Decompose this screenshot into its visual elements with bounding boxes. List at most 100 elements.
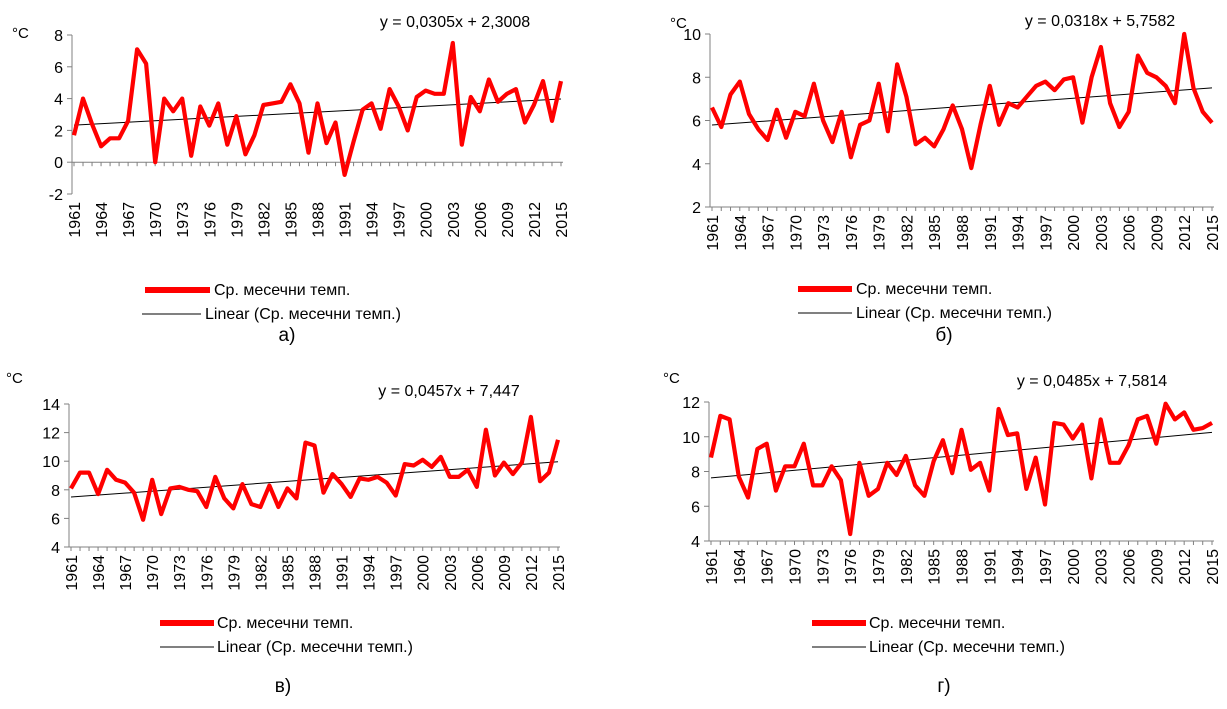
y-tick-label: 8 xyxy=(51,483,60,500)
x-tick-label: 1970 xyxy=(145,555,162,591)
unit-label: °C xyxy=(6,370,23,387)
x-tick-label: 1997 xyxy=(1038,549,1055,585)
legend-trend-label: Linear (Ср. месечни темп.) xyxy=(869,639,1065,656)
legend-trend-label: Linear (Ср. месечни темп.) xyxy=(205,306,401,323)
y-tick-label: 14 xyxy=(42,397,60,414)
y-tick-label: 12 xyxy=(42,426,60,443)
x-tick-label: 1964 xyxy=(732,549,749,585)
x-tick-label: 1985 xyxy=(283,202,300,238)
y-tick-label: 6 xyxy=(54,60,63,77)
y-tick-label: 4 xyxy=(51,540,60,557)
temperature-series-line xyxy=(71,40,564,177)
chart-panel-4: 4 6 8 10 12 1961 1964 1967 1970 1973 1976 1979 1982 1… xyxy=(663,370,1222,697)
x-tick-label: 1967 xyxy=(760,549,777,585)
x-tick-label: 2009 xyxy=(1149,215,1166,251)
x-tick-label: 2006 xyxy=(473,202,490,238)
x-tick-label: 1997 xyxy=(389,555,406,591)
y-tick-label: 4 xyxy=(54,92,63,109)
x-tick-label: 1976 xyxy=(844,215,861,251)
trend-line xyxy=(70,461,559,498)
x-tick-label: 2000 xyxy=(1066,215,1083,251)
y-tick-label: -2 xyxy=(49,187,63,204)
x-tick-label: 1973 xyxy=(815,549,832,585)
x-tick-label: 2012 xyxy=(1177,549,1194,585)
x-tick-label: 2009 xyxy=(500,202,517,238)
y-tick-label: 4 xyxy=(691,534,700,551)
x-tick-label: 1985 xyxy=(927,549,944,585)
x-tick-label: 2003 xyxy=(446,202,463,238)
x-tick-label: 2015 xyxy=(551,555,568,591)
panel-label: а) xyxy=(279,325,296,346)
x-tick-label: 1982 xyxy=(256,202,273,238)
x-tick-label: 1964 xyxy=(94,202,111,238)
legend-trend-label: Linear (Ср. месечни темп.) xyxy=(217,639,413,656)
x-tick-label: 1991 xyxy=(338,202,355,238)
x-tick-label: 1979 xyxy=(872,215,889,251)
y-tick-label: 8 xyxy=(692,70,701,87)
x-tick-label: 1973 xyxy=(172,555,189,591)
y-tick-label: 10 xyxy=(682,430,700,447)
x-tick-label: 2003 xyxy=(443,555,460,591)
x-tick-label: 2012 xyxy=(524,555,541,591)
y-tick-label: 10 xyxy=(42,454,60,471)
unit-label: °C xyxy=(670,15,687,32)
unit-label: °C xyxy=(663,370,680,387)
trendline-equation: y = 0,0457x + 7,447 xyxy=(378,383,520,400)
y-tick-label: 10 xyxy=(683,27,701,44)
x-tick-label: 1982 xyxy=(899,549,916,585)
x-tick-label: 1982 xyxy=(899,215,916,251)
y-tick-label: 2 xyxy=(692,200,701,217)
x-tick-label: 1976 xyxy=(843,549,860,585)
temperature-series-line xyxy=(710,31,1214,171)
x-tick-label: 1988 xyxy=(955,549,972,585)
x-tick-label: 1967 xyxy=(121,202,138,238)
x-tick-label: 1961 xyxy=(705,215,722,251)
x-tick-label: 1973 xyxy=(175,202,192,238)
panel-label: в) xyxy=(275,676,291,697)
x-tick-label: 1970 xyxy=(148,202,165,238)
temperature-series-line xyxy=(69,414,561,522)
legend-series-label: Ср. месечни темп. xyxy=(869,615,1005,632)
x-tick-label: 1982 xyxy=(253,555,270,591)
trendline-equation: y = 0,0485x + 7,5814 xyxy=(1017,373,1167,390)
x-tick-label: 1979 xyxy=(871,549,888,585)
chart-panel-3: 4 6 8 10 12 14 1961 1964 1967 1970 1973 1976 1979 198… xyxy=(6,370,568,697)
x-tick-label: 2000 xyxy=(416,555,433,591)
x-tick-label: 2009 xyxy=(1149,549,1166,585)
x-tick-label: 1991 xyxy=(983,215,1000,251)
x-tick-label: 1985 xyxy=(927,215,944,251)
x-tick-label: 2015 xyxy=(1205,549,1222,585)
x-tick-label: 1961 xyxy=(64,555,81,591)
chart-panel-2: 2 4 6 8 10 1961 1964 1967 1970 1973 1976 1979 1982 19… xyxy=(670,13,1222,346)
x-tick-label: 1976 xyxy=(202,202,219,238)
x-tick-label: 1970 xyxy=(788,215,805,251)
x-tick-label: 1985 xyxy=(280,555,297,591)
x-tick-label: 1988 xyxy=(308,555,325,591)
x-tick-label: 2006 xyxy=(470,555,487,591)
x-tick-label: 1988 xyxy=(955,215,972,251)
x-tick-label: 2000 xyxy=(1066,549,1083,585)
x-tick-label: 2003 xyxy=(1094,215,1111,251)
x-tick-label: 1994 xyxy=(1011,215,1028,251)
y-tick-label: 8 xyxy=(54,28,63,45)
x-tick-label: 2006 xyxy=(1122,215,1139,251)
x-tick-label: 1967 xyxy=(761,215,778,251)
x-tick-label: 1961 xyxy=(704,549,721,585)
legend-series-label: Ср. месечни темп. xyxy=(217,615,353,632)
panel-label: г) xyxy=(937,676,950,697)
x-tick-label: 1991 xyxy=(982,549,999,585)
x-tick-label: 2015 xyxy=(554,202,571,238)
trend-line xyxy=(711,87,1213,126)
x-tick-label: 1961 xyxy=(67,202,84,238)
y-tick-label: 8 xyxy=(691,465,700,482)
x-tick-label: 1994 xyxy=(362,555,379,591)
x-tick-label: 1994 xyxy=(1010,549,1027,585)
x-tick-label: 2015 xyxy=(1205,215,1222,251)
unit-label: °C xyxy=(12,25,29,42)
panel-label: б) xyxy=(935,325,952,346)
x-tick-label: 2006 xyxy=(1122,549,1139,585)
y-tick-label: 6 xyxy=(691,499,700,516)
y-tick-label: 6 xyxy=(51,511,60,528)
y-tick-label: 12 xyxy=(682,395,700,412)
